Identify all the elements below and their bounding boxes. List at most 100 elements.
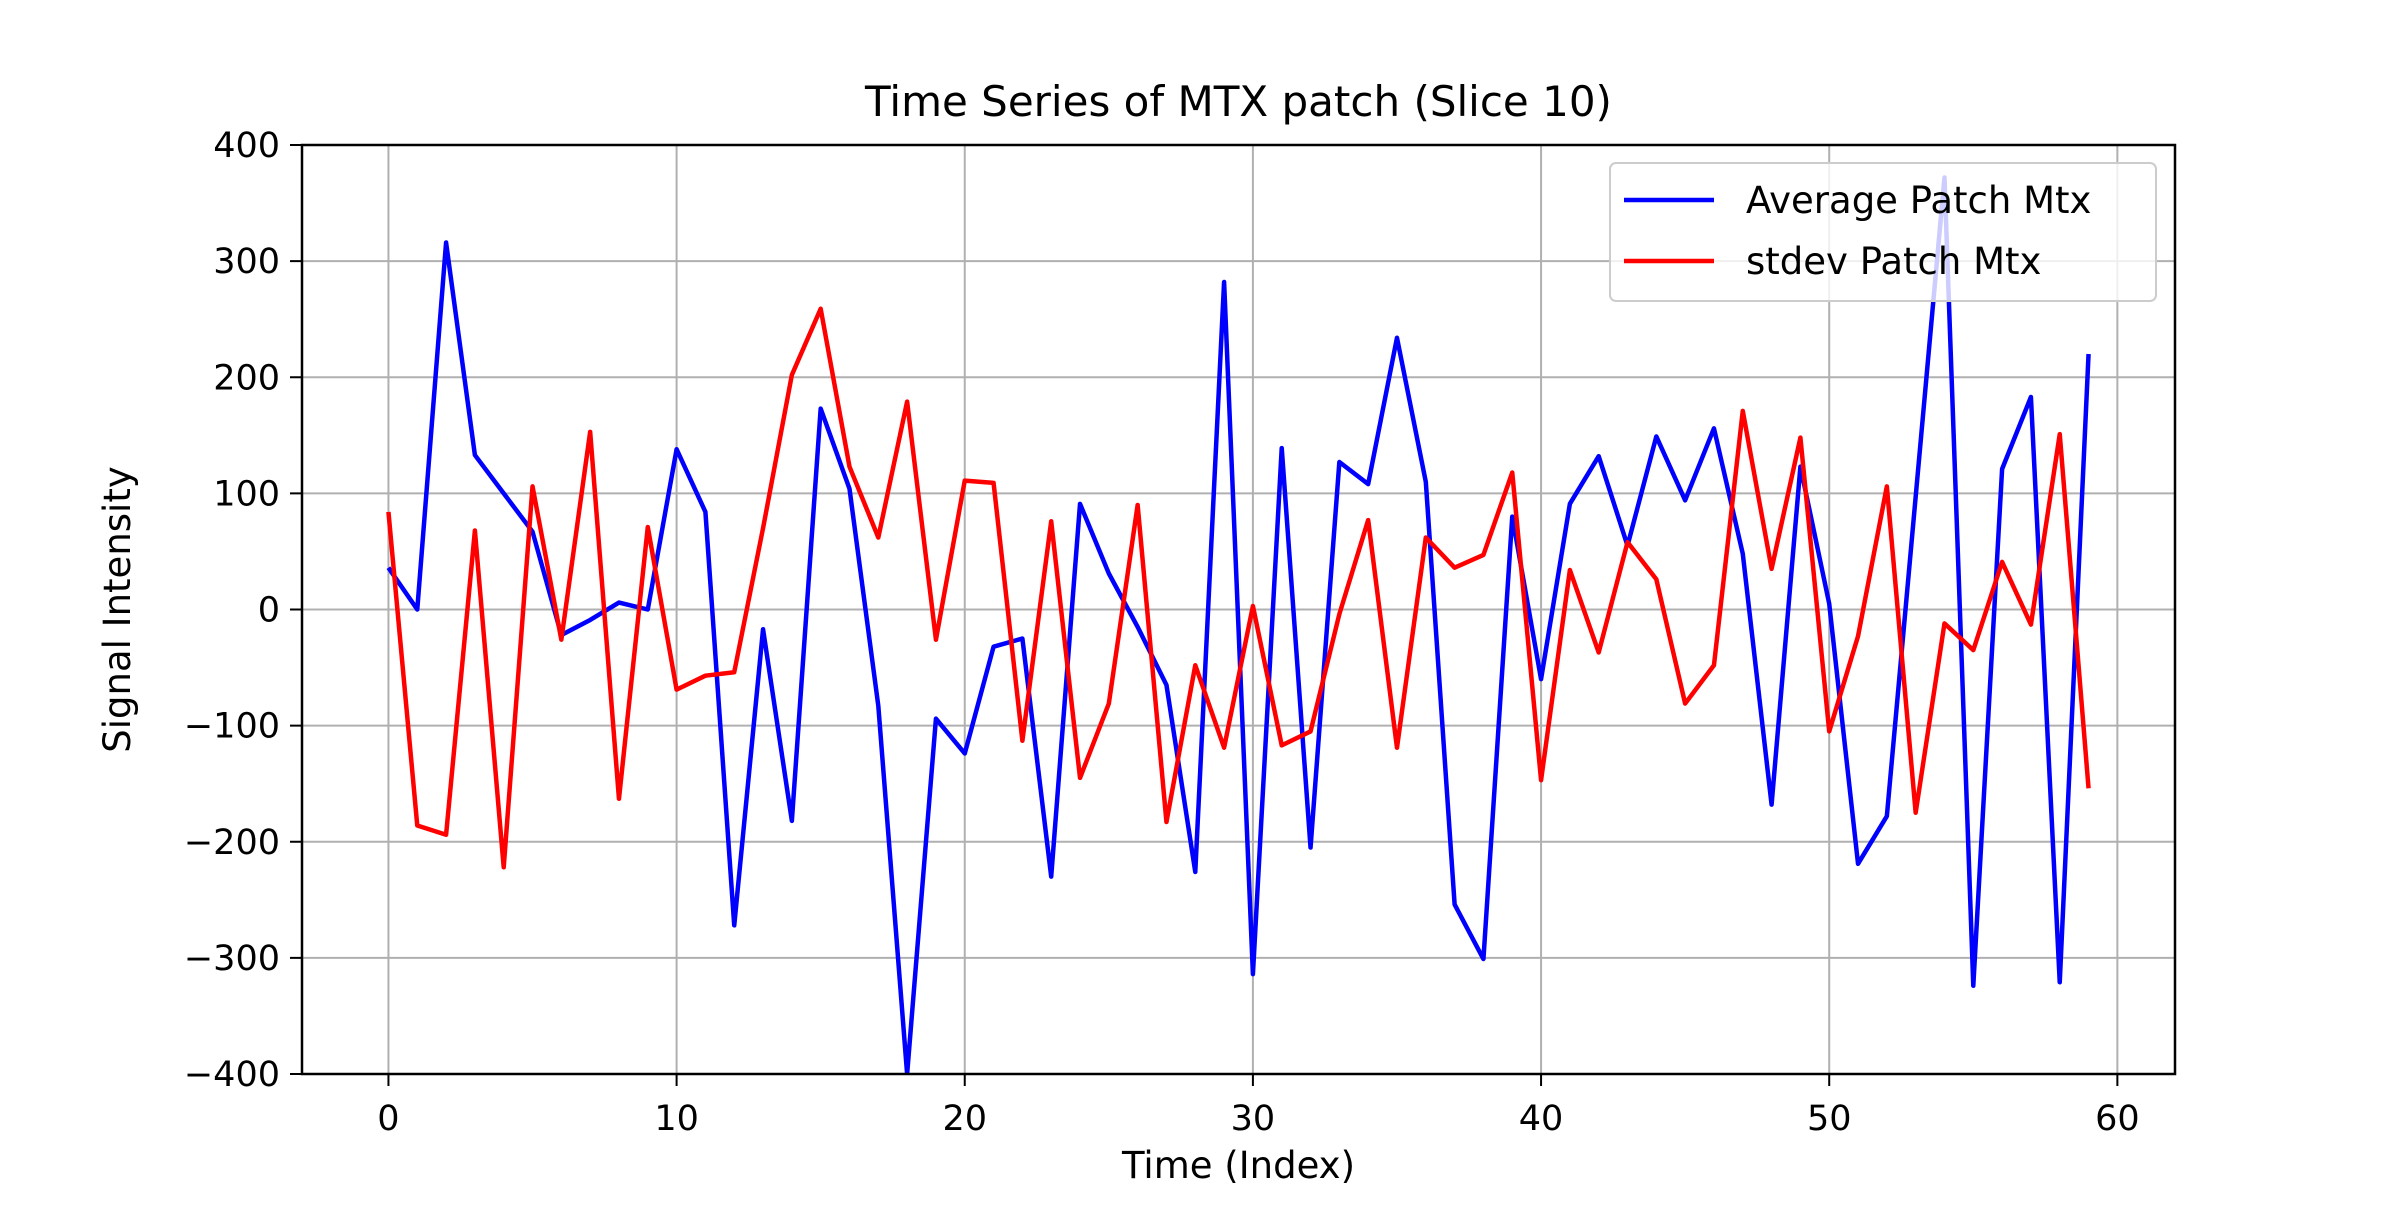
stdev-point — [933, 637, 939, 643]
average-point — [789, 818, 795, 824]
average-point — [818, 406, 824, 412]
stdev-point — [1567, 567, 1573, 573]
stdev-point — [1596, 649, 1602, 655]
average-point — [1365, 481, 1371, 487]
stdev-point — [1913, 810, 1919, 816]
stdev-point — [443, 832, 449, 838]
average-point — [1826, 601, 1832, 607]
y-axis-label: Signal Intensity — [96, 466, 139, 752]
average-point — [1423, 479, 1429, 485]
average-point — [731, 922, 737, 928]
stdev-point — [846, 464, 852, 470]
x-tick-label: 30 — [1231, 1099, 1276, 1139]
stdev-point — [1480, 552, 1486, 558]
average-point — [702, 509, 708, 515]
average-point — [2086, 351, 2092, 357]
average-point — [645, 607, 651, 613]
chart-title: Time Series of MTX patch (Slice 10) — [864, 77, 1612, 126]
average-point — [1567, 501, 1573, 507]
average-point — [2028, 394, 2034, 400]
stdev-point — [760, 525, 766, 531]
stdev-point — [1394, 745, 1400, 751]
stdev-point — [1970, 647, 1976, 653]
x-tick-label: 50 — [1807, 1099, 1852, 1139]
average-point — [1308, 845, 1314, 851]
average-point — [1596, 453, 1602, 459]
stdev-point — [2057, 431, 2063, 437]
average-point — [1711, 425, 1717, 431]
stdev-point — [385, 509, 391, 515]
stdev-point — [1135, 502, 1141, 508]
stdev-point — [616, 796, 622, 802]
average-point — [1538, 676, 1544, 682]
stdev-point — [1740, 408, 1746, 414]
x-tick-label: 0 — [377, 1099, 399, 1139]
average-point — [385, 565, 391, 571]
y-tick-label: 200 — [213, 358, 280, 398]
y-tick-label: −300 — [184, 939, 280, 979]
stdev-point — [414, 822, 420, 828]
average-point — [1077, 501, 1083, 507]
stdev-point — [1019, 738, 1025, 744]
stdev-point — [645, 524, 651, 530]
y-tick-label: −200 — [184, 823, 280, 863]
average-point — [472, 452, 478, 458]
average-point — [1970, 983, 1976, 989]
stdev-point — [1250, 603, 1256, 609]
average-point — [1740, 551, 1746, 557]
average-point — [1192, 869, 1198, 875]
y-tick-label: 300 — [213, 242, 280, 282]
stdev-point — [1163, 819, 1169, 825]
average-point — [1279, 445, 1285, 451]
stdev-point — [1221, 745, 1227, 751]
average-point — [1769, 802, 1775, 808]
average-point — [1452, 901, 1458, 907]
average-point — [1221, 279, 1227, 285]
average-point — [443, 240, 449, 246]
y-tick-label: 100 — [213, 474, 280, 514]
average-point — [1135, 624, 1141, 630]
average-point — [501, 490, 507, 496]
stdev-point — [1365, 517, 1371, 523]
average-point — [1250, 971, 1256, 977]
stdev-point — [1423, 535, 1429, 541]
average-point — [1653, 433, 1659, 439]
average-point — [1163, 682, 1169, 688]
stdev-point — [472, 528, 478, 534]
series-lines — [385, 175, 2092, 1074]
legend: Average Patch Mtx stdev Patch Mtx — [1609, 162, 2157, 302]
stdev-point — [587, 429, 593, 435]
average-point — [1884, 813, 1890, 819]
stdev-point — [2028, 622, 2034, 628]
stdev-point — [789, 372, 795, 378]
x-tick-label: 20 — [942, 1099, 987, 1139]
average-point — [760, 626, 766, 632]
axis-ticks: 0 10 20 30 40 50 60 −400 −300 −200 −100 0 100 200 300 4… — [184, 126, 2140, 1139]
y-tick-label: −100 — [184, 707, 280, 747]
average-point — [1048, 874, 1054, 880]
x-axis-label: Time (Index) — [1121, 1144, 1355, 1187]
average-point — [1106, 571, 1112, 577]
stdev-point — [1855, 633, 1861, 639]
stdev-point — [1077, 775, 1083, 781]
stdev-point — [1538, 777, 1544, 783]
stdev-point — [1509, 469, 1515, 475]
average-point — [1019, 636, 1025, 642]
stdev-point — [875, 535, 881, 541]
stdev-point — [1279, 742, 1285, 748]
stdev-point — [1336, 611, 1342, 617]
stdev-point — [1884, 483, 1890, 489]
legend-box — [1609, 162, 2157, 302]
average-point — [1336, 459, 1342, 465]
average-point — [1999, 466, 2005, 472]
average-point — [1855, 861, 1861, 867]
legend-label-stdev: stdev Patch Mtx — [1746, 240, 2041, 283]
average-point — [875, 703, 881, 709]
average-point — [991, 644, 997, 650]
stdev-point — [501, 864, 507, 870]
average-point — [1682, 497, 1688, 503]
stdev-point — [991, 480, 997, 486]
stdev-point — [1048, 518, 1054, 524]
stdev-point — [1682, 701, 1688, 707]
